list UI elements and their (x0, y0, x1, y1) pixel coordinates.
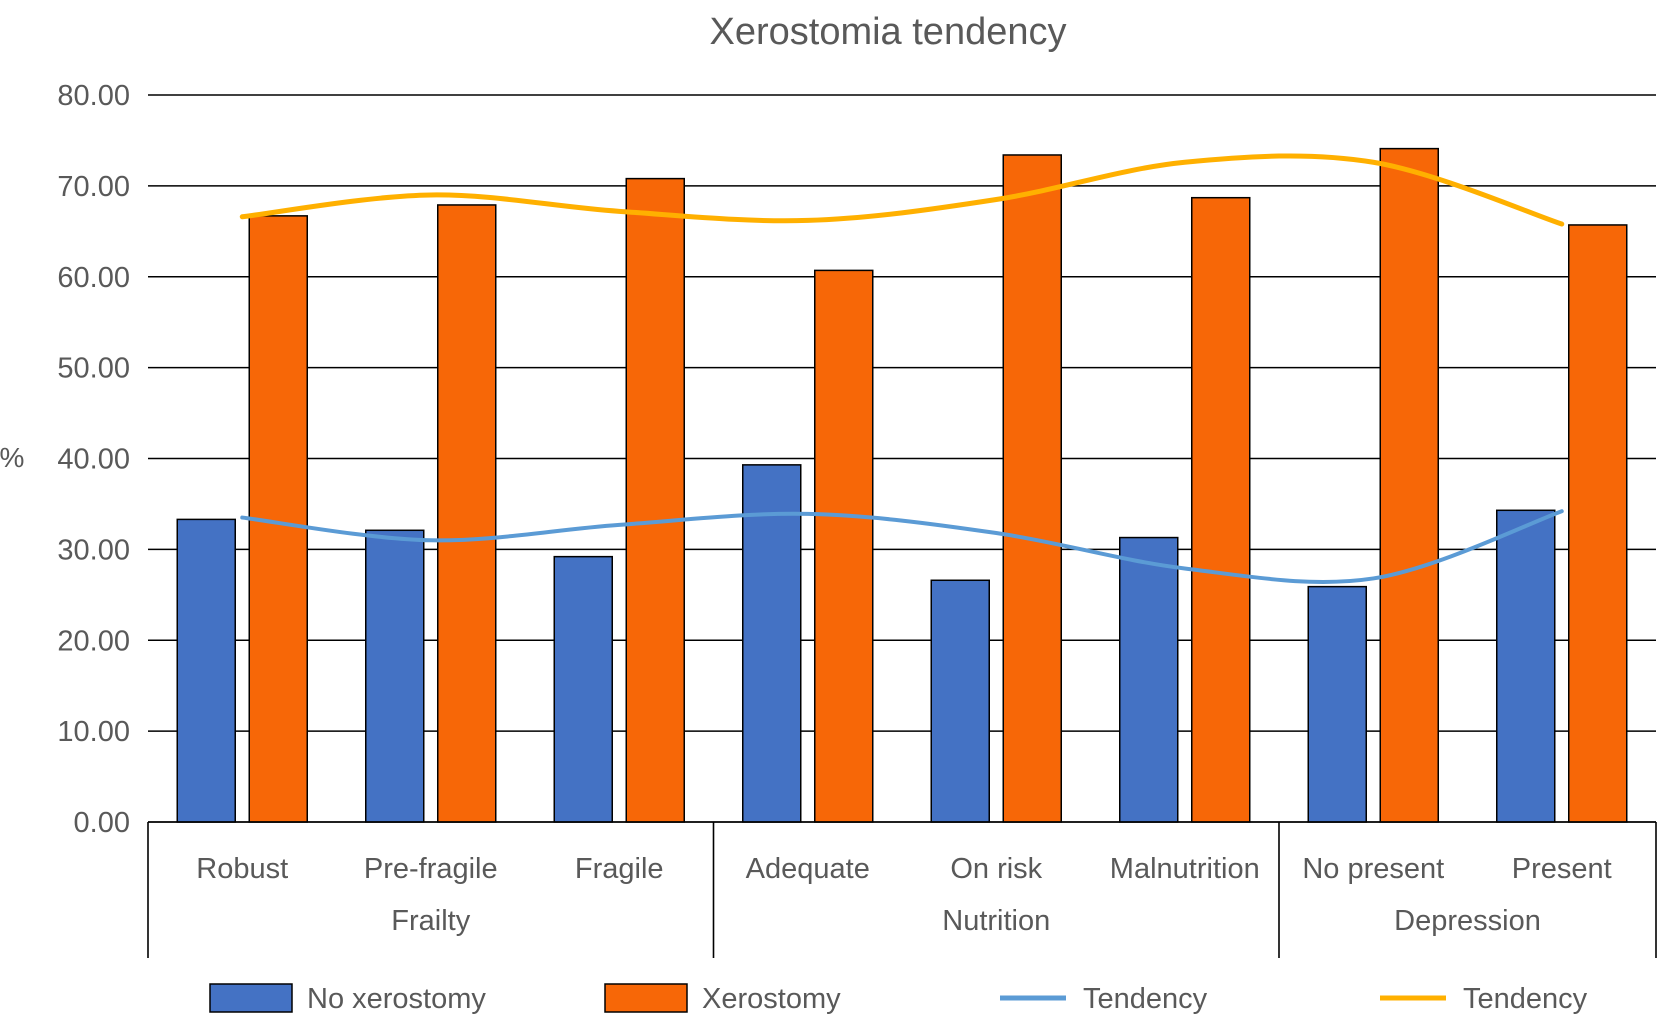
bar-no-xerostomy (742, 464, 802, 823)
y-axis-label: % (0, 442, 24, 473)
x-tick-label: Malnutrition (1110, 853, 1260, 885)
y-tick-label: 30.00 (57, 534, 130, 566)
x-tick-label: Pre-fragile (364, 853, 498, 885)
bar-no-xerostomy (553, 555, 613, 823)
bar-no-xerostomy (365, 529, 425, 823)
y-tick-label: 50.00 (57, 353, 130, 385)
bar-no-xerostomy (930, 579, 990, 823)
bar-xerostomy (1002, 154, 1062, 823)
bar-xerostomy (625, 177, 685, 823)
bar-no-xerostomy (176, 518, 236, 823)
bar-no-xerostomy (1496, 509, 1556, 823)
x-tick-label: On risk (950, 853, 1042, 885)
legend-xerostomy-swatch (604, 983, 688, 1013)
x-tick-label: Adequate (746, 853, 870, 885)
legend: No xerostomy Xerostomy Tendency Tendency (209, 983, 1588, 1015)
bar-xerostomy (1568, 224, 1628, 823)
y-tick-label: 0.00 (74, 807, 130, 839)
legend-tendency-orange-label: Tendency (1463, 983, 1588, 1015)
x-tick-label: Present (1512, 853, 1612, 885)
y-tick-label: 70.00 (57, 171, 130, 203)
legend-xerostomy-label: Xerostomy (702, 983, 841, 1015)
y-tick-label: 10.00 (57, 716, 130, 748)
x-tick-label: Robust (196, 853, 288, 885)
y-tick-label: 60.00 (57, 262, 130, 294)
y-tick-label: 40.00 (57, 444, 130, 476)
x-axis: Robust Pre-fragile Fragile Adequate On risk M… (147, 821, 1657, 958)
trendlines (239, 153, 1565, 584)
bars (176, 147, 1628, 823)
y-axis-ticks: 0.00 10.00 20.00 30.00 40.00 50.00 60.00 70.00 8… (57, 80, 130, 839)
trendline-no-xerostomy (240, 509, 1564, 584)
x-tick-label: No present (1302, 853, 1444, 885)
x-tick-label: Fragile (575, 853, 664, 885)
bar-xerostomy (814, 269, 874, 823)
y-tick-label: 80.00 (57, 80, 130, 112)
chart-title: Xerostomia tendency (710, 11, 1067, 53)
legend-no-xerostomy-label: No xerostomy (307, 983, 486, 1015)
trendline-xerostomy (239, 153, 1565, 227)
bar-xerostomy (1379, 147, 1439, 823)
bar-xerostomy (1191, 196, 1251, 823)
legend-tendency-blue-label: Tendency (1083, 983, 1208, 1015)
bar-xerostomy (437, 204, 497, 823)
group-label: Depression (1394, 905, 1541, 937)
group-label: Frailty (391, 905, 470, 937)
y-tick-label: 20.00 (57, 625, 130, 657)
bar-no-xerostomy (1307, 585, 1367, 823)
group-label: Nutrition (942, 905, 1050, 937)
legend-no-xerostomy-swatch (209, 983, 293, 1013)
bar-no-xerostomy (1119, 536, 1179, 823)
